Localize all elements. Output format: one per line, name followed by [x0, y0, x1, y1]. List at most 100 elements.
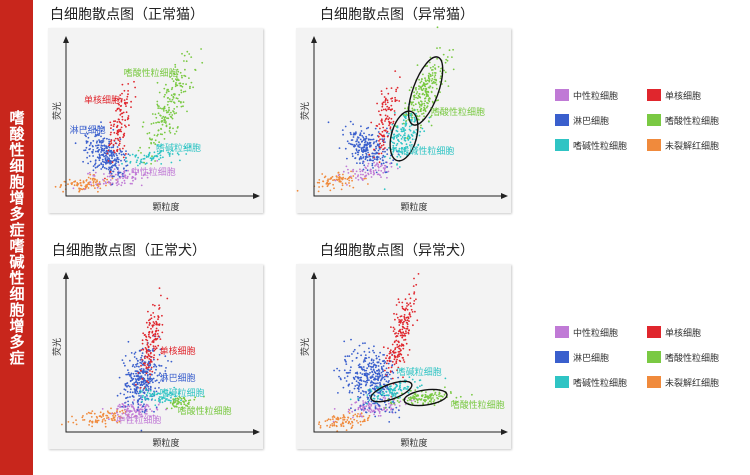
data-point: [96, 156, 99, 159]
data-point: [134, 389, 136, 391]
data-point: [144, 379, 147, 382]
data-point: [84, 134, 87, 136]
data-point: [156, 337, 159, 340]
data-point: [149, 373, 152, 376]
data-point: [374, 165, 376, 167]
axes: [65, 38, 258, 197]
data-point: [365, 177, 367, 180]
data-point: [390, 162, 393, 165]
data-point: [62, 190, 64, 193]
data-point: [359, 133, 362, 136]
data-point: [119, 128, 122, 131]
data-point: [157, 329, 160, 332]
data-point: [188, 77, 190, 79]
data-point: [365, 369, 368, 372]
data-point: [374, 388, 377, 391]
data-point: [377, 135, 380, 138]
data-point: [377, 368, 380, 371]
data-point: [362, 342, 364, 345]
data-point: [419, 379, 422, 381]
data-point: [363, 138, 366, 141]
data-point: [385, 394, 388, 397]
data-point: [122, 177, 124, 180]
legend-item-basophil: 嗜碱性粒细胞: [555, 138, 627, 152]
data-point: [93, 175, 96, 177]
data-point: [369, 168, 372, 171]
data-point: [160, 365, 163, 367]
data-point: [141, 342, 144, 345]
data-point: [112, 170, 114, 173]
data-point: [180, 403, 183, 406]
data-point: [345, 361, 347, 363]
data-point: [149, 415, 152, 418]
data-point: [140, 349, 143, 351]
data-point: [118, 417, 121, 420]
data-point: [118, 103, 120, 106]
data-point: [119, 171, 122, 174]
data-point: [388, 411, 391, 413]
data-point: [392, 120, 395, 123]
data-point: [371, 152, 374, 155]
data-point: [152, 381, 154, 384]
data-point: [103, 161, 105, 164]
data-point: [120, 184, 123, 187]
data-point: [186, 50, 189, 53]
cluster-monocyte: [104, 80, 137, 180]
data-point: [90, 416, 93, 418]
data-point: [409, 114, 412, 116]
data-point: [408, 128, 411, 131]
data-point: [159, 107, 161, 110]
data-point: [444, 71, 447, 74]
data-point: [139, 387, 142, 389]
data-point: [150, 314, 152, 317]
x-axis-arrow: [501, 429, 508, 435]
data-point: [326, 419, 329, 422]
data-point: [394, 332, 396, 335]
data-point: [172, 398, 175, 401]
data-point: [145, 348, 148, 350]
data-point: [383, 362, 386, 365]
data-point: [115, 162, 117, 165]
data-point: [142, 332, 145, 335]
data-point: [398, 382, 401, 384]
legend-swatch: [647, 326, 661, 338]
data-point: [155, 327, 158, 330]
data-point: [423, 93, 426, 96]
data-point: [390, 377, 392, 380]
data-point: [350, 170, 352, 173]
data-point: [137, 360, 139, 362]
data-point: [366, 394, 369, 396]
data-point: [113, 164, 115, 167]
data-point: [148, 137, 151, 140]
data-point: [161, 133, 163, 136]
data-point: [417, 94, 420, 97]
data-point: [179, 82, 182, 85]
data-point: [128, 385, 131, 388]
data-point: [72, 187, 75, 190]
data-point: [398, 405, 401, 407]
data-point: [157, 133, 159, 136]
data-point: [384, 410, 387, 413]
cluster-label-lymphocyte: 淋巴细胞: [160, 372, 196, 384]
data-point: [144, 364, 146, 367]
data-point: [175, 399, 177, 402]
data-point: [364, 360, 367, 362]
data-point: [391, 100, 393, 102]
data-point: [396, 99, 398, 102]
data-point: [380, 389, 383, 391]
data-point: [94, 166, 97, 169]
data-point: [145, 162, 148, 165]
legend-item-eosinophil: 嗜酸性粒细胞: [647, 350, 719, 364]
data-point: [428, 396, 431, 399]
data-point: [377, 397, 379, 400]
data-point: [108, 175, 111, 178]
data-point: [98, 159, 101, 162]
data-point: [91, 410, 94, 412]
data-point: [383, 134, 385, 137]
data-point: [382, 154, 385, 157]
data-point: [364, 354, 367, 356]
data-point: [118, 175, 121, 178]
data-point: [411, 109, 414, 112]
data-point: [363, 146, 366, 148]
data-point: [153, 391, 156, 394]
